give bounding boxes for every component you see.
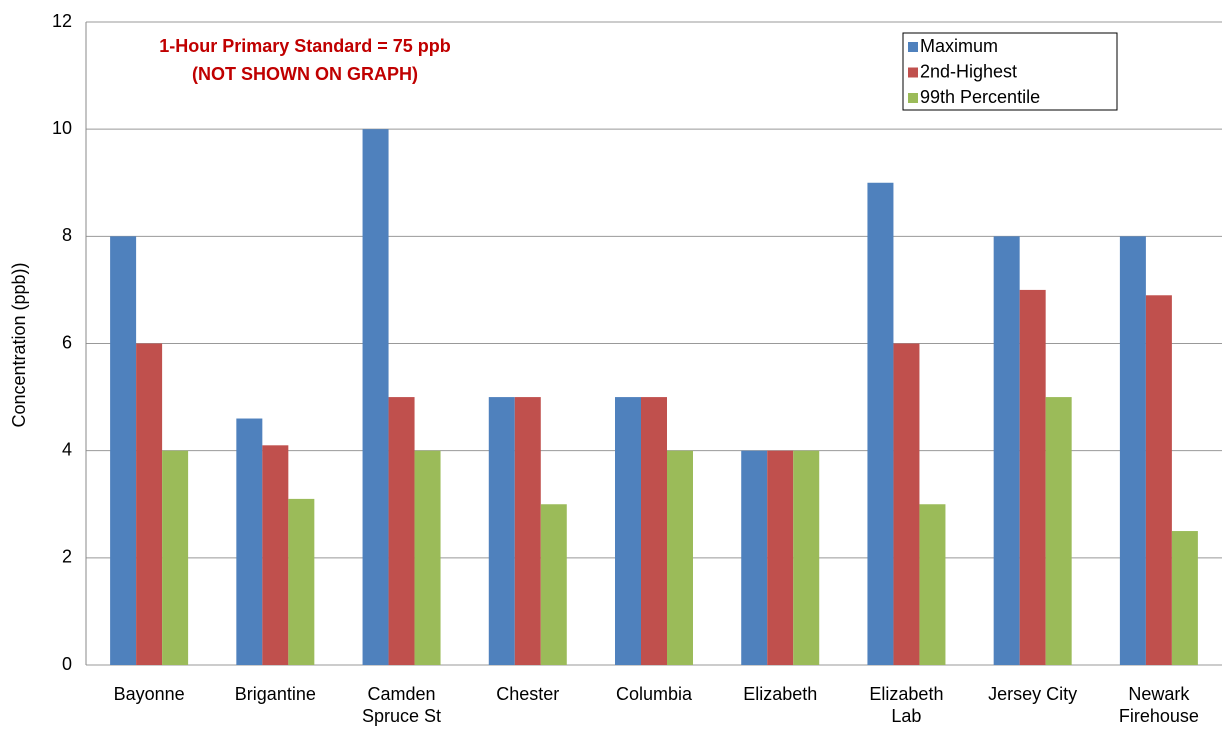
annotation: 1-Hour Primary Standard = 75 ppb — [159, 36, 451, 56]
bar — [1145, 295, 1172, 665]
bar — [488, 397, 515, 665]
bar — [1045, 397, 1072, 665]
bar — [919, 504, 946, 665]
bar — [110, 236, 137, 666]
x-tick-label: Brigantine — [234, 684, 316, 704]
bar — [1119, 236, 1146, 666]
y-tick-label: 4 — [62, 439, 72, 459]
y-tick-label: 0 — [62, 654, 72, 674]
bar — [162, 450, 189, 665]
legend-swatch — [908, 93, 918, 103]
legend-label: 2nd-Highest — [920, 61, 1017, 81]
bar — [388, 397, 415, 665]
bar — [136, 343, 163, 665]
x-tick-label: Camden Spruce St — [362, 684, 442, 726]
bar — [867, 182, 894, 665]
y-tick-label: 8 — [62, 225, 72, 245]
bar — [893, 343, 920, 665]
x-tick-label: Elizabeth Lab — [869, 684, 944, 726]
bar — [615, 397, 641, 665]
bar — [288, 498, 315, 665]
bar — [362, 129, 389, 665]
legend-label: Maximum — [920, 36, 998, 56]
bar — [262, 445, 289, 665]
x-tick-label: Jersey City — [988, 684, 1078, 704]
bar — [514, 397, 541, 665]
x-tick-label: Columbia — [615, 684, 693, 704]
legend-swatch — [908, 67, 918, 78]
bar — [641, 397, 667, 665]
y-tick-label: 10 — [52, 118, 72, 138]
bar — [793, 450, 820, 665]
y-axis-label: Concentration (ppb)) — [9, 262, 29, 427]
bar — [414, 450, 441, 665]
bar — [767, 450, 794, 665]
bar — [1171, 531, 1198, 665]
bar — [667, 450, 693, 665]
bar — [236, 418, 263, 665]
legend-swatch — [908, 42, 918, 52]
bar — [1019, 289, 1046, 665]
legend-box — [902, 32, 1118, 111]
y-tick-label: 2 — [62, 547, 72, 567]
bar — [741, 450, 768, 665]
bar — [993, 236, 1020, 666]
bar — [540, 504, 567, 665]
x-tick-label: Elizabeth — [743, 684, 818, 704]
y-tick-label: 6 — [62, 332, 72, 352]
x-tick-label: Newark Firehouse — [1118, 684, 1199, 726]
x-tick-label: Bayonne — [113, 684, 185, 704]
x-tick-label: Chester — [496, 684, 560, 704]
annotation: (NOT SHOWN ON GRAPH) — [192, 64, 418, 84]
y-tick-label: 12 — [52, 11, 72, 31]
legend-label: 99th Percentile — [920, 87, 1040, 107]
